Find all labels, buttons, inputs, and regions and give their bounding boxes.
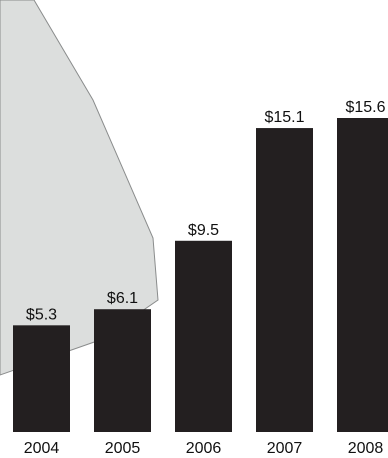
bars-group xyxy=(13,118,388,433)
bar-2008 xyxy=(337,118,388,432)
x-tick-label-2005: 2005 xyxy=(105,440,141,457)
x-tick-label-2006: 2006 xyxy=(186,440,222,457)
value-label-2007: $15.1 xyxy=(264,109,304,126)
bar-2005 xyxy=(94,309,151,432)
x-tick-label-2004: 2004 xyxy=(24,440,60,457)
x-tick-label-2007: 2007 xyxy=(267,440,303,457)
bar-2007 xyxy=(256,128,313,433)
value-label-2006: $9.5 xyxy=(188,222,219,239)
bar-2006 xyxy=(175,240,232,432)
bar-2004 xyxy=(13,325,70,432)
value-labels-group: $5.3 $6.1 $9.5 $15.1 $15.6 xyxy=(26,99,386,323)
x-axis-tick-labels: 2004 2005 2006 2007 2008 xyxy=(24,440,384,457)
value-label-2004: $5.3 xyxy=(26,306,57,323)
value-label-2005: $6.1 xyxy=(107,290,138,307)
value-label-2008: $15.6 xyxy=(345,99,385,116)
x-tick-label-2008: 2008 xyxy=(348,440,384,457)
